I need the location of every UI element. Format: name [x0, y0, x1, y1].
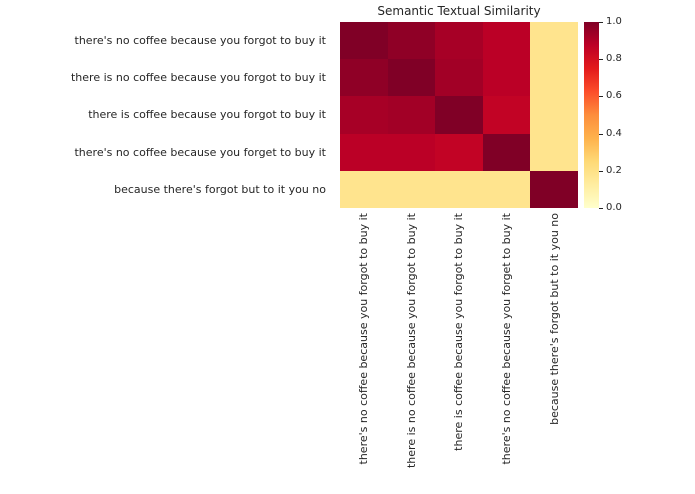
colorbar-tick-mark	[599, 170, 603, 172]
heatmap-cell	[387, 170, 436, 208]
y-tick-label: because there's forgot but to it you no	[114, 182, 326, 196]
x-tick-cell: there's no coffee because you forget to …	[483, 213, 531, 488]
chart-title: Semantic Textual Similarity	[377, 4, 541, 18]
x-axis-labels: there's no coffee because you forgot to …	[340, 213, 578, 488]
x-tick-label: there's no coffee because you forget to …	[500, 213, 514, 465]
heatmap-cell	[482, 59, 531, 97]
heatmap-cell	[435, 170, 483, 208]
colorbar-tick-mark	[599, 96, 603, 98]
heatmap-cell	[530, 22, 578, 60]
colorbar-tick-label: 0.2	[606, 164, 622, 176]
colorbar-tick-mark	[599, 133, 603, 135]
colorbar-tick-mark	[599, 59, 603, 61]
colorbar-ticks: 1.0 0.8 0.6 0.4 0.2 0.0	[599, 16, 639, 213]
heatmap-cell	[387, 96, 436, 134]
x-tick-cell: there is coffee because you forgot to bu…	[435, 213, 483, 488]
y-tick-label: there's no coffee because you forget to …	[74, 145, 326, 159]
heatmap-cell	[530, 133, 578, 171]
colorbar-tick-mark	[599, 22, 603, 23]
heatmap-cell	[340, 170, 388, 208]
colorbar-tick-mark	[599, 208, 603, 209]
colorbar-tick-label: 1.0	[606, 16, 622, 27]
x-tick-cell: there is no coffee because you forgot to…	[388, 213, 436, 488]
heatmap-cell	[530, 96, 578, 134]
colorbar-tick-label: 0.0	[606, 202, 622, 213]
y-tick-label: there's no coffee because you forgot to …	[74, 34, 326, 48]
heatmap-cell	[482, 96, 531, 134]
x-tick-label: because there's forgot but to it you no	[547, 213, 561, 425]
y-axis-labels: there's no coffee because you forgot to …	[0, 22, 333, 208]
x-tick-cell: there's no coffee because you forgot to …	[340, 213, 388, 488]
heatmap-cell	[340, 59, 388, 97]
heatmap-cell	[340, 22, 388, 60]
heatmap-cell	[340, 133, 388, 171]
heatmap-cell	[387, 22, 436, 60]
colorbar-tick-label: 0.8	[606, 53, 622, 65]
heatmap-cell	[340, 96, 388, 134]
heatmap-cell	[530, 170, 578, 208]
x-tick-label: there is coffee because you forgot to bu…	[452, 213, 466, 451]
heatmap-cell	[387, 133, 436, 171]
x-tick-label: there is no coffee because you forgot to…	[404, 213, 418, 469]
heatmap-cell	[435, 96, 483, 134]
heatmap-cell	[482, 133, 531, 171]
x-tick-label: there's no coffee because you forgot to …	[357, 213, 371, 465]
heatmap-cell	[435, 133, 483, 171]
heatmap-cell	[387, 59, 436, 97]
colorbar-tick-label: 0.4	[606, 127, 622, 139]
colorbar-tick-label: 0.6	[606, 90, 622, 102]
heatmap-cell	[482, 22, 531, 60]
heatmap-grid	[340, 22, 578, 208]
y-tick-label: there is no coffee because you forgot to…	[70, 71, 326, 85]
colorbar	[584, 22, 599, 208]
heatmap-cell	[530, 59, 578, 97]
heatmap-cell	[482, 170, 531, 208]
x-tick-cell: because there's forgot but to it you no	[530, 213, 578, 488]
y-tick-label: there is coffee because you forgot to bu…	[88, 108, 326, 122]
heatmap-cell	[435, 59, 483, 97]
heatmap-cell	[435, 22, 483, 60]
